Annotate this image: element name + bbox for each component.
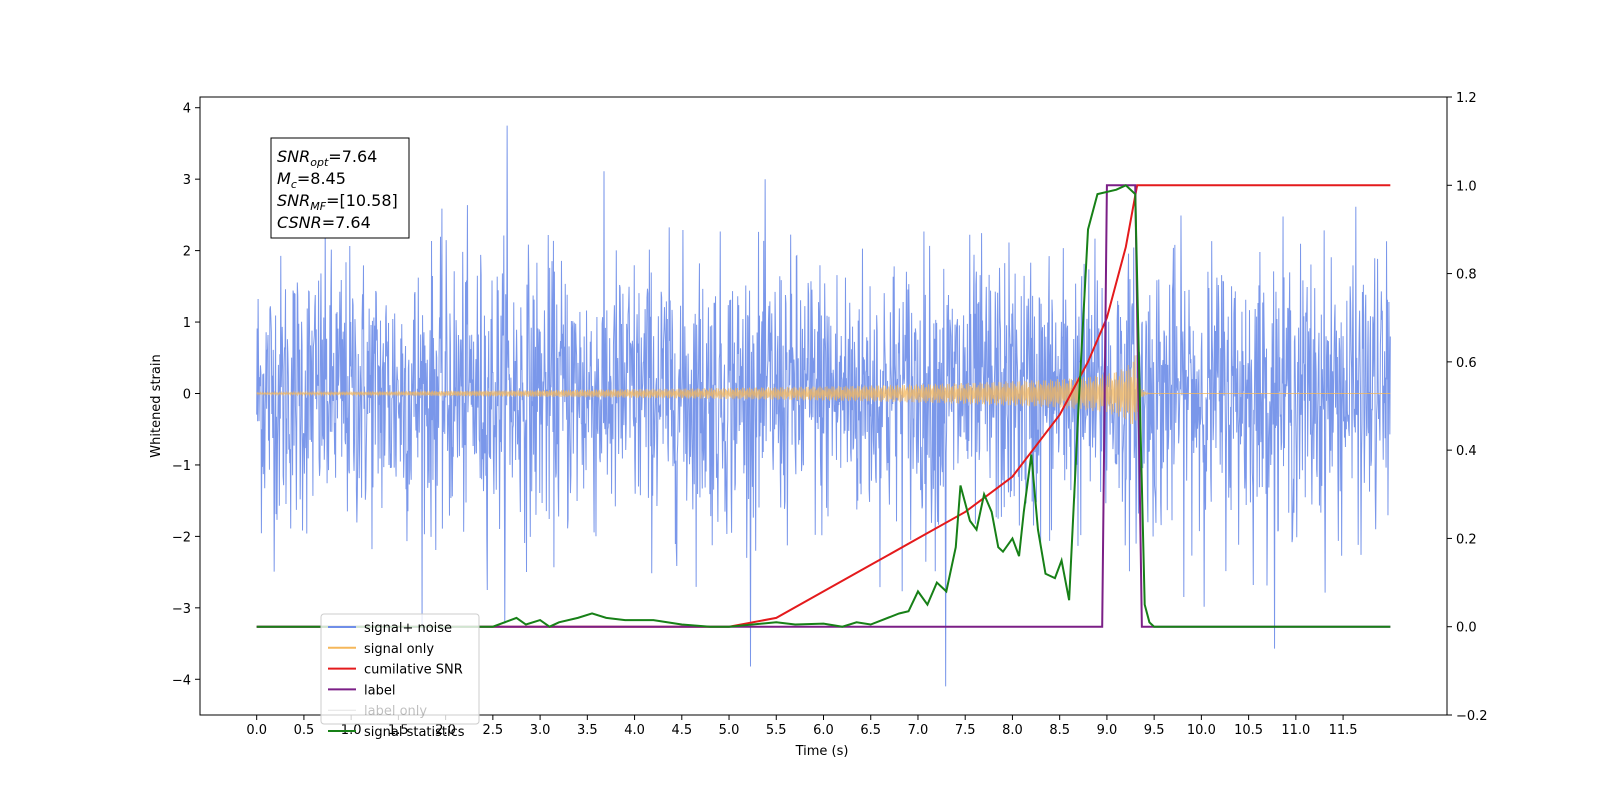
annotation-value: =7.64 <box>322 213 371 232</box>
y-tick-label: −4 <box>172 673 191 688</box>
x-tick-label: 11.5 <box>1329 723 1358 738</box>
x-axis: 0.0 0.5 1.0 1.5 2.0 2.5 3.0 3.5 4.0 4.5 5.0 5.5 6.0 6… <box>246 715 1358 738</box>
y-tick-label: 1 <box>183 316 191 331</box>
series-signal-statistics-line <box>256 184 1391 628</box>
x-tick-label: 0.5 <box>294 723 315 738</box>
x-tick-label: 4.5 <box>671 723 692 738</box>
annotation-symbol: SNR <box>277 191 310 210</box>
y2-tick-label: 1.0 <box>1456 179 1477 194</box>
y-tick-label: 0 <box>183 387 191 402</box>
annotation-value: =[10.58] <box>326 191 398 210</box>
x-tick-label: 9.0 <box>1097 723 1118 738</box>
series-signal-noise-line <box>256 125 1391 687</box>
x-tick-label: 1.5 <box>388 723 409 738</box>
y2-tick-label: 0.6 <box>1456 356 1477 371</box>
x-tick-label: 6.0 <box>813 723 834 738</box>
x-tick-label: 10.0 <box>1187 723 1216 738</box>
legend-frame <box>320 613 480 725</box>
annotation-symbol: M <box>277 169 291 188</box>
annotation-value: =7.64 <box>328 147 377 166</box>
y-axis-label: Whitened strain <box>149 354 164 457</box>
x-tick-label: 6.5 <box>860 723 881 738</box>
y2-tick-label: −0.2 <box>1456 709 1488 724</box>
annotation-frame <box>270 137 410 239</box>
legend-label: label only <box>364 704 427 719</box>
annotation-line: SNRopt=7.64 <box>277 147 377 169</box>
x-tick-label: 5.0 <box>719 723 740 738</box>
annotation-symbol: SNR <box>277 147 310 166</box>
y-tick-label: −2 <box>172 530 191 545</box>
annotation-value: =8.45 <box>297 169 346 188</box>
x-tick-label: 11.0 <box>1281 723 1310 738</box>
legend-label: signal statistics <box>364 725 465 740</box>
annotation-line: CSNR=7.64 <box>277 213 371 232</box>
y-axis-right: 1.2 1.0 0.8 0.6 0.4 0.2 0.0 −0.2 <box>1447 91 1488 724</box>
y-tick-label: 4 <box>183 102 191 117</box>
y2-tick-label: 0.8 <box>1456 268 1477 283</box>
y-tick-label: 3 <box>183 173 191 188</box>
x-tick-label: 3.5 <box>577 723 598 738</box>
plot-area <box>256 125 1391 687</box>
x-tick-label: 8.0 <box>1002 723 1023 738</box>
y2-tick-label: 0.0 <box>1456 621 1477 636</box>
y-tick-label: −3 <box>172 602 191 617</box>
y-tick-label: 2 <box>183 245 191 260</box>
x-tick-label: 7.5 <box>955 723 976 738</box>
y-tick-label: −1 <box>172 459 191 474</box>
x-tick-label: 0.0 <box>246 723 267 738</box>
annotation-subscript: MF <box>310 200 326 213</box>
annotation-line: Mc=8.45 <box>277 169 346 191</box>
y-axis-left: 4 3 2 1 0 −1 −2 −3 −4 <box>172 102 200 688</box>
legend-label: signal only <box>364 642 434 657</box>
y2-tick-label: 0.4 <box>1456 444 1477 459</box>
x-tick-label: 3.0 <box>530 723 551 738</box>
y2-tick-label: 1.2 <box>1456 91 1477 106</box>
x-tick-label: 2.0 <box>435 723 456 738</box>
annotation-symbol: CSNR <box>277 213 322 232</box>
annotation-subscript: opt <box>310 156 329 169</box>
annotation-subscript: c <box>291 178 297 191</box>
series-signal-only-line <box>256 355 1391 425</box>
x-tick-label: 4.0 <box>624 723 645 738</box>
legend-label: cumilative SNR <box>364 663 463 678</box>
x-tick-label: 8.5 <box>1049 723 1070 738</box>
annotation-line: SNRMF=[10.58] <box>277 191 398 213</box>
legend: signal+ noise signal only cumilative SNR la… <box>320 613 480 740</box>
legend-label: label <box>364 683 395 698</box>
x-tick-label: 10.5 <box>1234 723 1263 738</box>
x-tick-label: 2.5 <box>483 723 504 738</box>
series-cumilative-snr-line <box>256 184 1391 628</box>
x-tick-label: 7.0 <box>908 723 929 738</box>
x-tick-label: 9.5 <box>1144 723 1165 738</box>
y2-tick-label: 0.2 <box>1456 532 1477 547</box>
x-tick-label: 5.5 <box>766 723 787 738</box>
legend-label: signal+ noise <box>364 621 452 636</box>
x-axis-label: Time (s) <box>795 744 849 759</box>
